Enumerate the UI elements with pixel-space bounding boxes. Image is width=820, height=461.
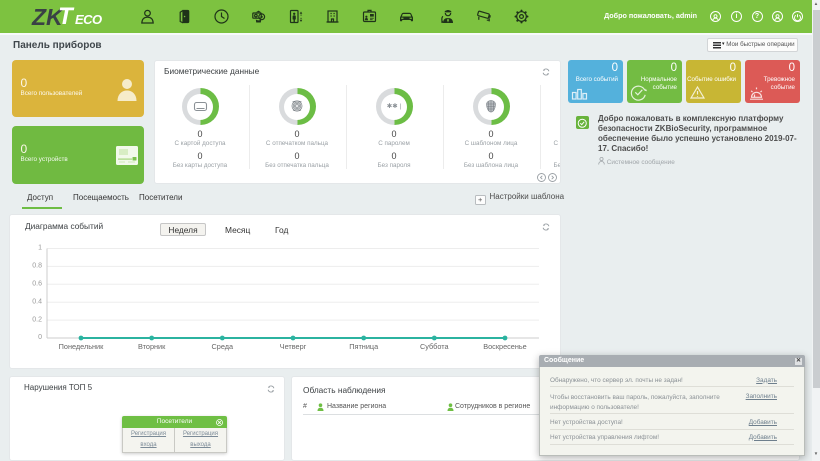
svg-text:0.4: 0.4 <box>32 298 42 305</box>
svg-text:0: 0 <box>38 334 42 341</box>
svg-text:0.2: 0.2 <box>32 316 42 323</box>
svg-text:Суббота: Суббота <box>420 342 450 351</box>
svg-text:Четверг: Четверг <box>280 342 307 351</box>
svg-text:0.6: 0.6 <box>32 281 42 288</box>
svg-text:1: 1 <box>38 245 42 252</box>
svg-text:Пятница: Пятница <box>349 342 379 351</box>
svg-text:Воскресенье: Воскресенье <box>483 342 526 351</box>
svg-text:Среда: Среда <box>212 342 234 351</box>
svg-text:0.8: 0.8 <box>32 263 42 270</box>
svg-text:Вторник: Вторник <box>138 342 166 351</box>
svg-text:Понедельник: Понедельник <box>59 342 104 351</box>
